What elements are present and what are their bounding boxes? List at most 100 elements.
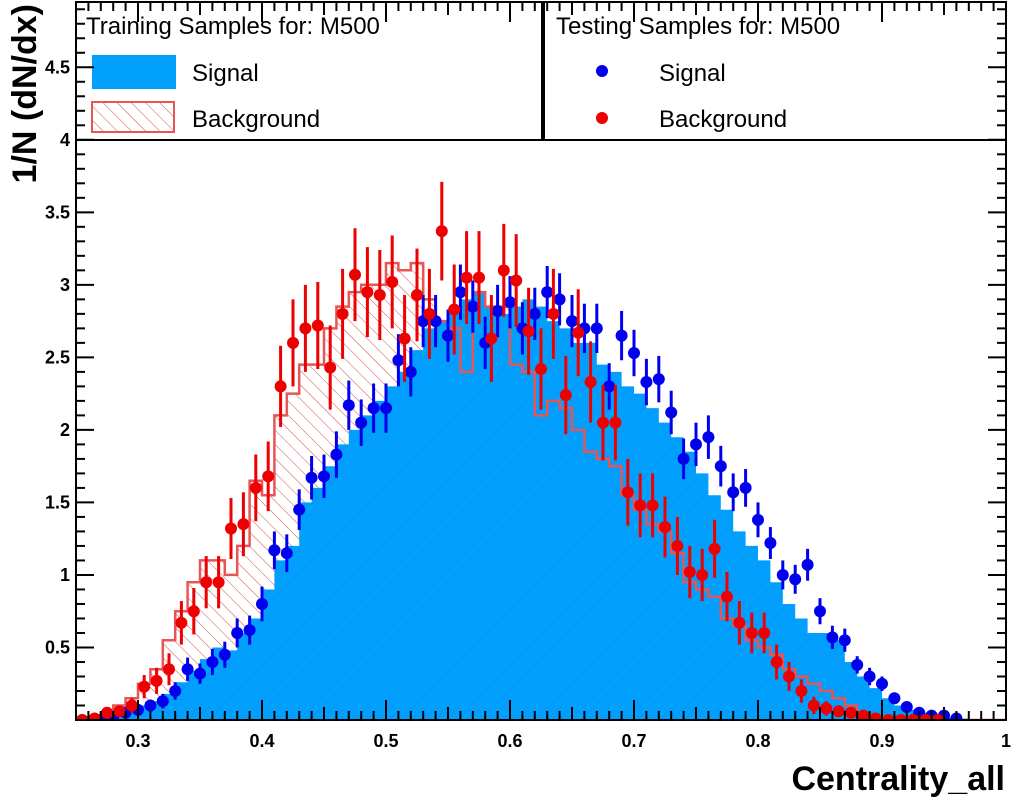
signal-testing-point bbox=[739, 481, 752, 494]
signal-testing-point bbox=[528, 307, 541, 320]
background-testing-point bbox=[299, 322, 312, 335]
background-testing-point bbox=[845, 706, 857, 719]
signal-testing-point bbox=[851, 658, 864, 671]
signal-testing-point bbox=[466, 300, 479, 313]
legend-test-signal-marker bbox=[596, 65, 608, 77]
signal-testing-point bbox=[330, 448, 343, 461]
background-testing-point bbox=[435, 225, 448, 238]
background-testing-point bbox=[522, 325, 535, 338]
signal-testing-point bbox=[404, 365, 417, 378]
signal-testing-point bbox=[169, 684, 182, 697]
background-testing-points bbox=[76, 181, 944, 720]
signal-testing-point bbox=[838, 634, 851, 647]
signal-testing-point bbox=[491, 304, 504, 317]
signal-testing-point bbox=[900, 700, 913, 713]
background-testing-point bbox=[535, 362, 547, 375]
background-testing-point bbox=[76, 714, 89, 720]
y-tick-label: 1 bbox=[60, 565, 70, 585]
background-testing-point bbox=[125, 699, 138, 712]
x-tick-label: 0.4 bbox=[249, 731, 274, 751]
background-testing-point bbox=[88, 712, 101, 720]
background-testing-point bbox=[200, 576, 213, 589]
signal-testing-point bbox=[826, 631, 839, 644]
background-testing-point bbox=[398, 332, 411, 345]
background-testing-point bbox=[101, 706, 113, 719]
signal-testing-point bbox=[789, 573, 802, 586]
signal-testing-point bbox=[702, 431, 715, 444]
background-testing-point bbox=[212, 576, 225, 589]
x-axis-title: Centrality_all bbox=[791, 760, 1005, 798]
background-testing-point bbox=[187, 605, 200, 618]
background-testing-point bbox=[745, 626, 758, 639]
plot-frame bbox=[75, 1, 1007, 721]
background-testing-point bbox=[113, 705, 126, 718]
background-testing-point bbox=[473, 271, 485, 284]
background-testing-point bbox=[609, 416, 622, 429]
background-testing-point bbox=[783, 670, 795, 683]
background-testing-point bbox=[882, 714, 895, 720]
legend-background-swatch bbox=[91, 101, 175, 133]
signal-testing-point bbox=[652, 373, 665, 386]
signal-testing-point bbox=[280, 547, 293, 560]
signal-testing-point bbox=[256, 597, 268, 610]
background-testing-point bbox=[225, 522, 237, 535]
signal-testing-point bbox=[181, 663, 194, 676]
signal-testing-point bbox=[863, 670, 876, 683]
signal-training-histogram bbox=[76, 292, 1006, 720]
signal-testing-point bbox=[665, 406, 678, 419]
x-axis-ticks: 0.3 0.4 0.5 0.6 0.7 0.8 0.9 1 bbox=[75, 2, 1011, 751]
signal-testing-point bbox=[752, 513, 764, 526]
background-training-line bbox=[76, 261, 1006, 720]
x-tick-label: 0.9 bbox=[869, 731, 894, 751]
background-testing-point bbox=[349, 268, 361, 281]
signal-testing-point bbox=[342, 399, 355, 412]
background-testing-point bbox=[485, 332, 498, 345]
legend-training-title: Training Samples for: M500 bbox=[86, 13, 380, 40]
signal-testing-point bbox=[814, 605, 826, 618]
y-axis-title: 1/N (dN/dx) bbox=[6, 4, 44, 183]
legend-training-signal-label: Signal bbox=[192, 60, 259, 87]
background-testing-point bbox=[807, 699, 820, 712]
background-testing-point bbox=[857, 709, 870, 720]
background-testing-point bbox=[584, 376, 597, 389]
x-tick-label: 0.5 bbox=[373, 731, 398, 751]
signal-testing-point bbox=[442, 329, 454, 342]
background-testing-point bbox=[324, 361, 337, 374]
background-testing-point bbox=[138, 680, 151, 693]
signal-training-hatch bbox=[76, 292, 1006, 720]
signal-testing-point bbox=[677, 452, 690, 465]
signal-testing-point bbox=[603, 380, 616, 393]
background-testing-point bbox=[373, 289, 386, 302]
background-testing-point bbox=[559, 389, 572, 402]
background-testing-point bbox=[931, 714, 944, 720]
background-testing-point bbox=[770, 655, 783, 668]
signal-testing-point bbox=[888, 692, 901, 705]
background-testing-point bbox=[287, 336, 299, 349]
legend-testing-title: Testing Samples for: M500 bbox=[556, 13, 840, 40]
background-training-outline bbox=[76, 261, 1006, 720]
background-testing-point bbox=[572, 326, 585, 339]
background-testing-point bbox=[683, 566, 696, 579]
y-tick-label: 2 bbox=[60, 420, 70, 440]
x-tick-label: 0.8 bbox=[745, 731, 770, 751]
background-testing-point bbox=[919, 714, 932, 720]
background-testing-point bbox=[733, 616, 746, 629]
signal-testing-point bbox=[615, 329, 628, 342]
signal-testing-point bbox=[590, 322, 603, 335]
background-testing-point bbox=[907, 714, 919, 720]
x-tick-label: 0.3 bbox=[125, 731, 150, 751]
signal-testing-point bbox=[144, 699, 157, 712]
signal-testing-point bbox=[367, 402, 380, 415]
signal-testing-point bbox=[305, 471, 318, 484]
x-tick-label: 0.6 bbox=[497, 731, 522, 751]
signal-testing-point bbox=[541, 286, 554, 299]
background-testing-point bbox=[869, 712, 882, 720]
signal-testing-point bbox=[268, 544, 281, 557]
background-testing-point bbox=[758, 626, 771, 639]
legend-training-background-label: Background bbox=[192, 106, 320, 133]
background-testing-point bbox=[671, 539, 684, 552]
legend-signal-swatch bbox=[92, 55, 176, 89]
background-testing-point bbox=[311, 319, 324, 332]
background-testing-point bbox=[795, 684, 808, 697]
signal-testing-point bbox=[355, 416, 368, 429]
